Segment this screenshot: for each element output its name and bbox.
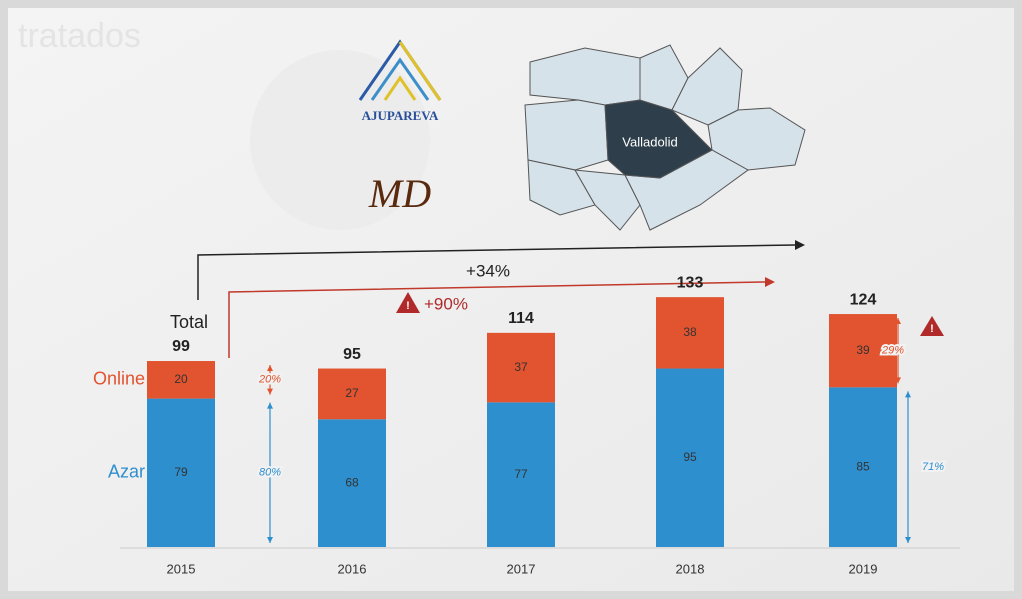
- share-label: 80%: [259, 467, 281, 479]
- value-label: 38: [683, 325, 697, 339]
- total-label: Total: [170, 312, 208, 332]
- value-label: 39: [856, 343, 870, 357]
- value-label: 20: [174, 372, 188, 386]
- bar-segment: [318, 419, 386, 547]
- bar-segment: [147, 361, 215, 399]
- bar-segment: [656, 297, 724, 369]
- share-label: 71%: [922, 461, 944, 473]
- bar-segment: [656, 368, 724, 547]
- arrow-total: [197, 244, 796, 300]
- bar-segment: [829, 387, 897, 547]
- value-label: 27: [345, 386, 359, 400]
- share-arrowhead: [267, 537, 273, 543]
- arrowhead: [765, 277, 775, 287]
- warning-icon: [920, 316, 944, 336]
- x-tick-label: 2017: [507, 561, 536, 576]
- value-label: 85: [856, 459, 870, 473]
- logo-mark: [358, 39, 442, 101]
- arrow-online: [228, 281, 766, 358]
- value-label: 37: [514, 360, 528, 374]
- total-label: 133: [677, 274, 704, 291]
- decor-circle: [250, 50, 430, 230]
- x-tick-label: 2018: [676, 561, 705, 576]
- total-label: 95: [343, 346, 361, 363]
- bar-segment: [829, 314, 897, 388]
- warning-icon: [396, 292, 420, 313]
- logo-text: AJUPAREVA: [362, 108, 439, 123]
- share-arrowhead: [905, 537, 911, 543]
- total-label: 99: [172, 338, 190, 355]
- map-label: Valladolid: [622, 134, 677, 149]
- share-arrowhead: [905, 391, 911, 398]
- growth-online: +90%: [424, 294, 468, 313]
- legend-label: Online: [93, 369, 145, 389]
- total-label: 124: [850, 291, 877, 308]
- value-label: 95: [683, 450, 697, 464]
- bar-segment: [487, 402, 555, 547]
- growth-total: +34%: [466, 261, 510, 280]
- x-tick-label: 2015: [167, 561, 196, 576]
- value-label: 77: [514, 467, 528, 481]
- x-tick-label: 2016: [338, 561, 367, 576]
- total-label: 114: [508, 310, 534, 327]
- legend-label: Azar: [108, 462, 145, 482]
- faint-title: tratados: [18, 17, 141, 55]
- share-arrowhead: [895, 377, 901, 384]
- map: [524, 44, 806, 231]
- warning-mark: !: [406, 300, 410, 312]
- value-label: 79: [174, 465, 188, 479]
- share-arrowhead: [895, 318, 901, 325]
- bar-segment: [147, 398, 215, 547]
- share-label: 29%: [881, 345, 904, 357]
- bar-segment: [318, 368, 386, 420]
- x-tick-label: 2019: [849, 561, 878, 576]
- warning-mark: !: [930, 323, 934, 335]
- share-arrowhead: [267, 388, 273, 395]
- share-arrowhead: [267, 365, 273, 372]
- bar-segment: [487, 332, 555, 403]
- logo-monogram: MD: [368, 171, 431, 216]
- arrowhead: [795, 240, 805, 250]
- share-label: 20%: [258, 374, 281, 386]
- value-label: 68: [345, 475, 359, 489]
- share-arrowhead: [267, 402, 273, 409]
